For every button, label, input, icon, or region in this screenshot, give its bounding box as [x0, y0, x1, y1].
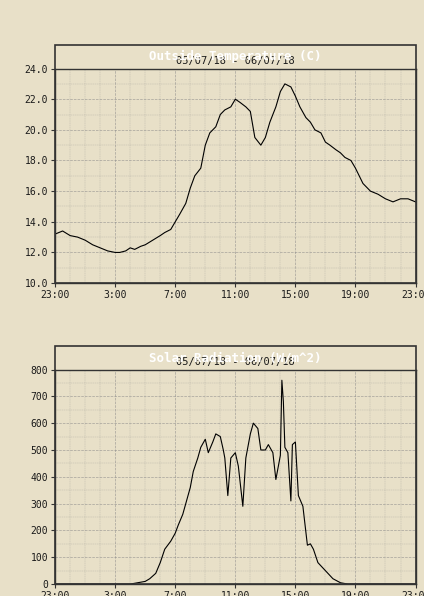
- Title: 05/07/18 - 06/07/18: 05/07/18 - 06/07/18: [176, 57, 295, 66]
- Text: Solar Radiation (W/m^2): Solar Radiation (W/m^2): [149, 351, 321, 364]
- Title: 05/07/18 - 06/07/18: 05/07/18 - 06/07/18: [176, 358, 295, 367]
- Text: Outside Temperature (C): Outside Temperature (C): [149, 50, 321, 63]
